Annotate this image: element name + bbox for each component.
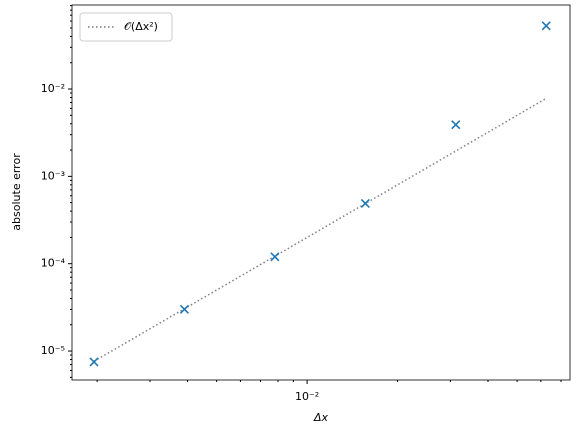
data-point [360,198,370,208]
y-axis-label: absolute error [10,153,23,231]
legend-label: 𝒪(Δx²) [124,20,158,33]
y-tick-label: 10⁻⁴ [41,257,66,270]
data-point [89,357,99,367]
x-tick-label: 10⁻² [295,390,319,403]
x-axis-label: Δx [313,411,329,424]
y-tick-label: 10⁻² [41,82,65,95]
y-tick-label: 10⁻³ [41,169,65,182]
y-tick-label: 10⁻⁵ [41,344,65,357]
data-point [179,304,190,314]
data-point [270,252,280,262]
data-point [451,120,461,130]
plot-frame [71,4,571,381]
legend-box [79,12,173,42]
data-point [541,21,551,31]
